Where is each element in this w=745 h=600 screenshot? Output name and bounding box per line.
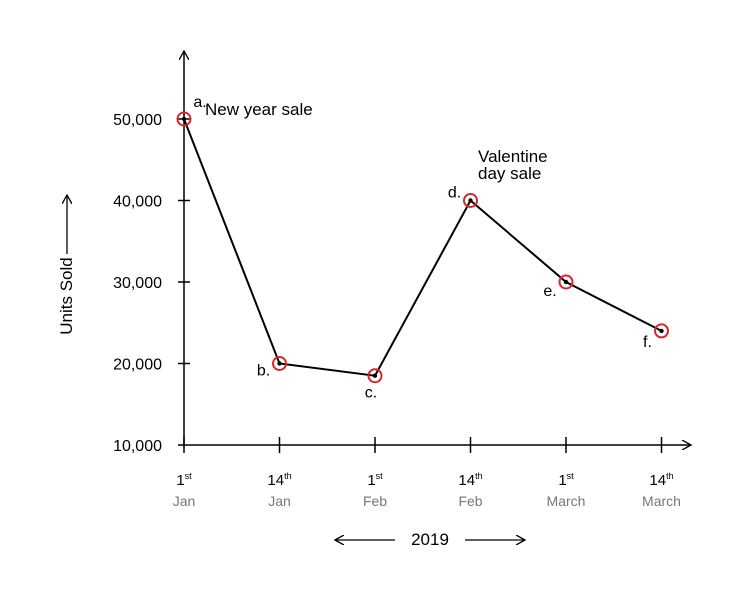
data-point-marker [558,274,574,290]
x-tick-day-label: 1st [367,471,383,489]
x-tick-day-label: 14th [649,471,673,489]
data-point-dot [181,116,187,122]
x-tick-day-label: 14th [458,471,482,489]
y-tick-label: 20,000 [113,357,162,374]
x-axis-ticks: 1st Jan 14th Jan 1st Feb 14th Feb 1st March 14th Ma… [173,437,681,509]
x-axis-title: 2019 [411,530,449,549]
data-point-dot [372,373,378,378]
x-tick-month-label: Jan [268,493,291,509]
data-point-marker [463,193,478,208]
data-point-label: f. [643,334,652,351]
data-point-label: c. [365,385,377,402]
y-tick-label: 50,000 [113,112,162,129]
data-point-label: a. [193,94,206,111]
y-tick-label: 30,000 [113,275,162,292]
series-line-group [176,111,669,384]
annotation-text: Valentine [478,147,548,166]
data-point-dot [659,328,664,334]
x-tick-month-label: March [642,493,681,509]
y-tick-label: 40,000 [113,194,162,211]
x-tick-month-label: Jan [173,493,196,509]
data-point-dot [468,198,473,203]
series-line [183,118,662,377]
data-point-marker [176,111,192,127]
data-point-label: b. [257,363,270,380]
y-axis-title: Units Sold [57,257,76,334]
x-tick-day-label: 14th [267,471,291,489]
data-point-dot [277,361,282,366]
x-tick-month-label: Feb [363,493,387,509]
y-axis-ticks: 10,000 20,000 30,000 40,000 50,000 [113,112,190,455]
axis-titles: Units Sold 2019 [57,196,524,549]
x-tick-day-label: 1st [558,471,574,489]
x-tick-month-label: Feb [458,493,482,509]
data-point-label: e. [543,283,556,300]
data-point-marker [272,356,287,371]
data-point-marker [367,368,383,384]
x-tick-month-label: March [547,493,586,509]
annotation-text: New year sale [205,100,313,119]
y-tick-label: 10,000 [113,438,162,455]
data-point-dot [563,279,569,285]
data-point-marker [654,323,669,339]
data-point-label: d. [448,185,461,202]
x-tick-day-label: 1st [176,471,192,489]
annotation-text: day sale [478,164,541,183]
